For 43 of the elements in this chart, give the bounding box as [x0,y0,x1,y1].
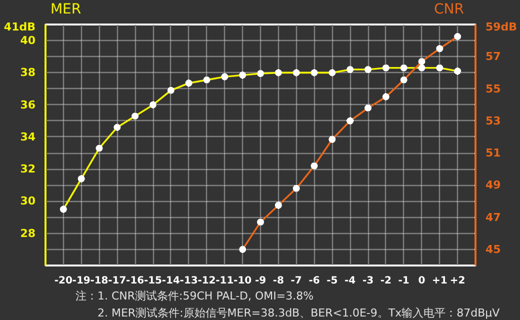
x-tick-label: -6 [308,276,320,286]
x-tick-label: -2 [380,276,392,286]
x-tick-label: -14 [162,276,180,286]
x-tick-label: -18 [90,276,108,286]
y-tick-label: 34 [20,130,36,144]
y-tick-label: 30 [20,194,36,208]
y2-tick-label: 47 [486,210,501,224]
y-tick-label: 38 [20,66,36,80]
y2-axis-title: CNR [434,2,464,18]
x-tick-label: -20 [54,276,72,286]
x-tick-label: -4 [344,276,356,286]
x-tick-label: -10 [234,276,252,286]
y2-tick-label: 49 [486,178,501,192]
x-tick-label: -12 [198,276,216,286]
y-tick-label: 32 [20,162,36,176]
x-tick-label: 0 [418,276,426,286]
y-tick-label: 28 [20,226,36,240]
x-tick-label: -8 [272,276,284,286]
x-tick-label: -17 [108,276,126,286]
y-tick-label: 36 [20,98,36,112]
x-tick-label: -7 [290,276,302,286]
y2-tick-label: 59dB [486,20,518,34]
x-tick-label: -13 [180,276,198,286]
x-tick-label: -3 [362,276,374,286]
y2-tick-label: 57 [486,50,501,64]
y2-tick-label: 53 [486,114,501,128]
y-tick-label: 41dB [4,20,36,34]
text: 注：1. CNR测试条件:59CH PAL-D, OMI=3.8% [76,290,314,302]
y2-tick-label: 51 [486,146,501,160]
x-tick-label: +2 [450,276,466,286]
y-tick-label: 40 [20,34,36,48]
x-tick-label: -5 [326,276,338,286]
text: 2. MER测试条件:原始信号MER=38.3dB、BER<1.0E-9。Tx输入电平：87dBμV [98,306,500,320]
x-tick-label: -16 [126,276,144,286]
y2-tick-label: 55 [486,82,501,96]
x-tick-label: -1 [398,276,410,286]
x-tick-label: -19 [72,276,90,286]
x-tick-label: -15 [144,276,162,286]
y-axis-title: MER [50,2,82,18]
y2-tick-label: 45 [486,242,501,256]
x-tick-label: -9 [254,276,266,286]
x-tick-label: -11 [216,276,234,286]
x-tick-label: +1 [432,276,448,286]
